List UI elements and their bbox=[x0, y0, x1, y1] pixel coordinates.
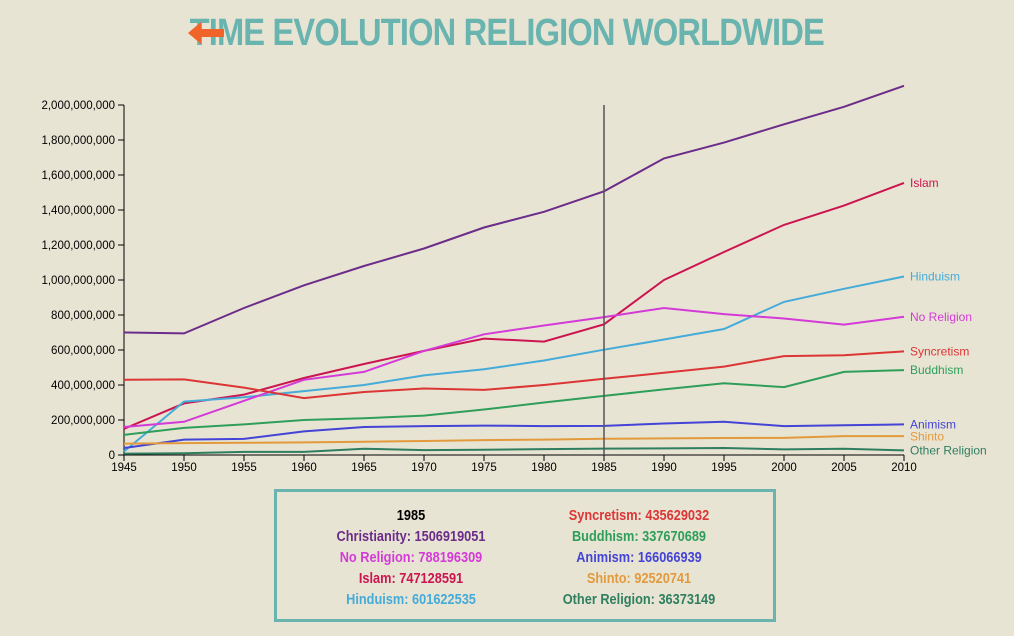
panel-value-line: Other Religion: 36373149 bbox=[562, 592, 716, 608]
line-chart: 0 200,000,000 400,000,000 600,000,000 800,00… bbox=[41, 84, 987, 474]
x-tick-label: 1980 bbox=[531, 462, 557, 474]
x-tick-label: 1965 bbox=[351, 462, 377, 474]
y-tick-label: 1,800,000,000 bbox=[41, 135, 115, 147]
series-label-hinduism: Hinduism bbox=[910, 270, 960, 284]
series-labels: Islam Hinduism No Religion Syncretism Buddhi… bbox=[910, 176, 987, 458]
panel-value-line: Hinduism: 601622535 bbox=[346, 592, 476, 608]
x-tick-label: 2005 bbox=[831, 462, 857, 474]
page-title: TIME EVOLUTION RELIGION WORLDWIDE bbox=[189, 12, 825, 54]
x-tick-label: 1960 bbox=[291, 462, 317, 474]
panel-right-column: Syncretism: 435629032 Buddhism: 337670689… bbox=[519, 506, 759, 611]
panel-left-column: 1985 Christianity: 1506919051 No Religion… bbox=[291, 506, 531, 611]
series-line-other-religion bbox=[123, 446, 905, 455]
x-tick-label: 1955 bbox=[231, 462, 257, 474]
panel-year: 1985 bbox=[396, 508, 426, 524]
series-label-animism: Animism bbox=[910, 417, 956, 431]
panel-value-line: No Religion: 788196309 bbox=[339, 550, 483, 566]
y-tick-label: 400,000,000 bbox=[51, 380, 115, 392]
y-tick-label: 800,000,000 bbox=[51, 310, 115, 322]
series-line-christianity bbox=[123, 84, 905, 335]
panel-value-line: Buddhism: 337670689 bbox=[571, 529, 707, 545]
panel-value-line: Islam: 747128591 bbox=[358, 571, 464, 587]
series-label-syncretism: Syncretism bbox=[910, 344, 969, 358]
series-label-other-religion: Other Religion bbox=[910, 443, 987, 457]
series-line-islam bbox=[123, 181, 905, 430]
y-tick-label: 1,600,000,000 bbox=[41, 170, 115, 182]
panel-value-line: Animism: 166066939 bbox=[576, 550, 702, 566]
year-values-panel: 1985 Christianity: 1506919051 No Religion… bbox=[274, 489, 776, 622]
panel-value-line: Syncretism: 435629032 bbox=[568, 508, 710, 524]
x-tick-label: 1970 bbox=[411, 462, 437, 474]
y-tick-label: 1,400,000,000 bbox=[41, 205, 115, 217]
series-line-buddhism bbox=[123, 369, 905, 436]
x-tick-label: 1975 bbox=[471, 462, 497, 474]
series-label-no-religion: No Religion bbox=[910, 310, 972, 324]
panel-value-line: Christianity: 1506919051 bbox=[336, 529, 486, 545]
x-axis: 1945 1950 1955 1960 1965 1970 1975 1980 1985 1990… bbox=[111, 454, 917, 474]
y-tick-label: 1,200,000,000 bbox=[41, 240, 115, 252]
y-axis: 0 200,000,000 400,000,000 600,000,000 800,00… bbox=[41, 100, 125, 462]
title-bar: TIME EVOLUTION RELIGION WORLDWIDE bbox=[0, 8, 1014, 58]
series-line-shinto bbox=[123, 435, 904, 445]
x-tick-label: 2000 bbox=[771, 462, 797, 474]
y-tick-label: 2,000,000,000 bbox=[41, 100, 115, 112]
y-tick-label: 600,000,000 bbox=[51, 345, 115, 357]
left-arrow-icon[interactable] bbox=[186, 18, 226, 48]
series-lines bbox=[123, 84, 905, 455]
x-tick-label: 1985 bbox=[591, 462, 617, 474]
x-tick-label: 1945 bbox=[111, 462, 137, 474]
x-tick-label: 1950 bbox=[171, 462, 197, 474]
series-line-no-religion bbox=[123, 306, 905, 428]
x-tick-label: 2010 bbox=[891, 462, 917, 474]
y-tick-label: 200,000,000 bbox=[51, 415, 115, 427]
series-line-syncretism bbox=[123, 350, 905, 400]
series-label-shinto: Shinto bbox=[910, 429, 944, 443]
y-tick-label: 1,000,000,000 bbox=[41, 275, 115, 287]
series-label-buddhism: Buddhism bbox=[910, 363, 963, 377]
x-tick-label: 1990 bbox=[651, 462, 677, 474]
y-tick-label: 0 bbox=[109, 450, 115, 462]
series-line-animism bbox=[123, 420, 905, 449]
series-label-islam: Islam bbox=[910, 176, 939, 190]
panel-value-line: Shinto: 92520741 bbox=[586, 571, 692, 587]
x-tick-label: 1995 bbox=[711, 462, 737, 474]
